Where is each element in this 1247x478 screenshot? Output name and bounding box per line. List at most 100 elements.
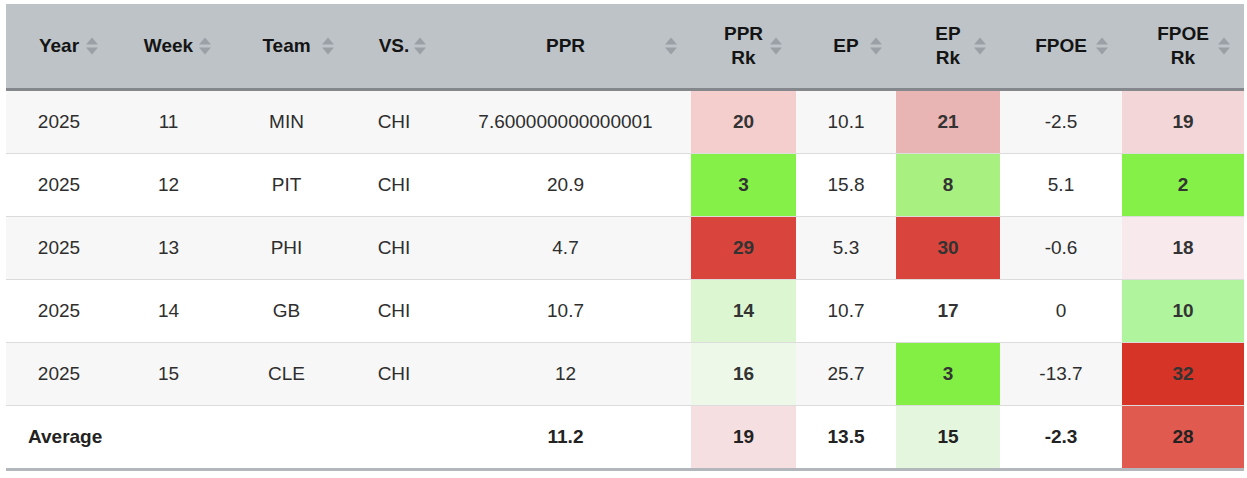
- cell-ep-rk: 3: [896, 343, 1000, 406]
- cell-year: 2025: [6, 154, 112, 217]
- header-cell-fpoe-rk[interactable]: FPOERk: [1122, 4, 1244, 90]
- sort-desc-icon: [414, 48, 426, 55]
- cell-fpoe-rk: 28: [1122, 406, 1244, 470]
- header-label-line: EP: [935, 22, 960, 46]
- header-cell-fpoe[interactable]: FPOE: [1000, 4, 1122, 90]
- header-label-year: Year: [39, 34, 79, 58]
- cell-team: CLE: [225, 343, 348, 406]
- cell-ep-rk: 8: [896, 154, 1000, 217]
- cell-fpoe: -0.6: [1000, 217, 1122, 280]
- cell-fpoe: -2.5: [1000, 90, 1122, 154]
- sort-icons: [322, 38, 334, 55]
- cell-vs: CHI: [348, 343, 440, 406]
- cell-week: 13: [112, 217, 225, 280]
- stats-table-container: YearWeekTeamVS.PPRPPRRkEPEPRkFPOEFPOERk …: [0, 0, 1247, 471]
- header-label-line: FPOE: [1035, 34, 1087, 58]
- cell-vs: CHI: [348, 217, 440, 280]
- sort-asc-icon: [770, 38, 782, 45]
- header-label-line: Rk: [1157, 46, 1209, 70]
- sort-asc-icon: [414, 38, 426, 45]
- sort-desc-icon: [1218, 48, 1230, 55]
- header-cell-ppr-rk[interactable]: PPRRk: [691, 4, 796, 90]
- cell-vs: [348, 406, 440, 470]
- sort-icons: [665, 38, 677, 55]
- sort-desc-icon: [199, 48, 211, 55]
- header-label-line: Team: [262, 34, 310, 58]
- table-row: 202511MINCHI7.6000000000000012010.121-2.…: [6, 90, 1244, 154]
- cell-ppr-rk: 20: [691, 90, 796, 154]
- cell-ppr-rk: 19: [691, 406, 796, 470]
- header-label-vs: VS.: [379, 34, 410, 58]
- header-cell-vs[interactable]: VS.: [348, 4, 440, 90]
- table-row: 202515CLECHI121625.73-13.732: [6, 343, 1244, 406]
- cell-fpoe-rk: 2: [1122, 154, 1244, 217]
- header-cell-team[interactable]: Team: [225, 4, 348, 90]
- header-cell-ppr[interactable]: PPR: [440, 4, 691, 90]
- table-row: 202514GBCHI10.71410.717010: [6, 280, 1244, 343]
- header-label-ppr-rk: PPRRk: [724, 22, 763, 70]
- cell-year: Average: [6, 406, 112, 470]
- sort-icons: [1218, 38, 1230, 55]
- cell-ep-rk: 21: [896, 90, 1000, 154]
- cell-ppr-rk: 16: [691, 343, 796, 406]
- cell-ep-rk: 30: [896, 217, 1000, 280]
- header-label-team: Team: [262, 34, 310, 58]
- cell-ep: 10.7: [796, 280, 896, 343]
- sort-icons: [86, 38, 98, 55]
- cell-fpoe: 5.1: [1000, 154, 1122, 217]
- cell-ep: 5.3: [796, 217, 896, 280]
- sort-desc-icon: [870, 48, 882, 55]
- cell-year: 2025: [6, 90, 112, 154]
- cell-ppr-rk: 3: [691, 154, 796, 217]
- cell-team: PIT: [225, 154, 348, 217]
- cell-year: 2025: [6, 217, 112, 280]
- sort-icons: [1096, 38, 1108, 55]
- cell-fpoe: -13.7: [1000, 343, 1122, 406]
- sort-asc-icon: [322, 38, 334, 45]
- sort-asc-icon: [974, 38, 986, 45]
- sort-asc-icon: [665, 38, 677, 45]
- header-label-fpoe-rk: FPOERk: [1157, 22, 1209, 70]
- table-row: 202512PITCHI20.9315.885.12: [6, 154, 1244, 217]
- cell-week: [112, 406, 225, 470]
- cell-team: GB: [225, 280, 348, 343]
- header-label-line: FPOE: [1157, 22, 1209, 46]
- cell-team: MIN: [225, 90, 348, 154]
- sort-desc-icon: [974, 48, 986, 55]
- cell-fpoe: -2.3: [1000, 406, 1122, 470]
- sort-asc-icon: [870, 38, 882, 45]
- sort-desc-icon: [322, 48, 334, 55]
- header-cell-year[interactable]: Year: [6, 4, 112, 90]
- cell-team: PHI: [225, 217, 348, 280]
- header-label-ppr: PPR: [546, 34, 585, 58]
- cell-vs: CHI: [348, 154, 440, 217]
- cell-ppr: 12: [440, 343, 691, 406]
- cell-ppr: 4.7: [440, 217, 691, 280]
- table-row: 202513PHICHI4.7295.330-0.618: [6, 217, 1244, 280]
- cell-week: 11: [112, 90, 225, 154]
- header-cell-ep[interactable]: EP: [796, 4, 896, 90]
- average-row: Average11.21913.515-2.328: [6, 406, 1244, 470]
- cell-ep: 10.1: [796, 90, 896, 154]
- cell-ppr-rk: 14: [691, 280, 796, 343]
- header-label-line: EP: [833, 34, 858, 58]
- header-label-ep-rk: EPRk: [935, 22, 960, 70]
- header-cell-week[interactable]: Week: [112, 4, 225, 90]
- sort-icons: [414, 38, 426, 55]
- cell-ep-rk: 17: [896, 280, 1000, 343]
- header-label-line: PPR: [724, 22, 763, 46]
- table-header: YearWeekTeamVS.PPRPPRRkEPEPRkFPOEFPOERk: [6, 4, 1244, 90]
- header-label-line: Rk: [935, 46, 960, 70]
- sort-icons: [870, 38, 882, 55]
- cell-year: 2025: [6, 343, 112, 406]
- cell-ppr: 11.2: [440, 406, 691, 470]
- sort-asc-icon: [1096, 38, 1108, 45]
- header-cell-ep-rk[interactable]: EPRk: [896, 4, 1000, 90]
- cell-ep-rk: 15: [896, 406, 1000, 470]
- cell-week: 14: [112, 280, 225, 343]
- cell-ppr: 10.7: [440, 280, 691, 343]
- stats-table: YearWeekTeamVS.PPRPPRRkEPEPRkFPOEFPOERk …: [6, 4, 1244, 471]
- cell-year: 2025: [6, 280, 112, 343]
- cell-fpoe-rk: 18: [1122, 217, 1244, 280]
- cell-ep: 15.8: [796, 154, 896, 217]
